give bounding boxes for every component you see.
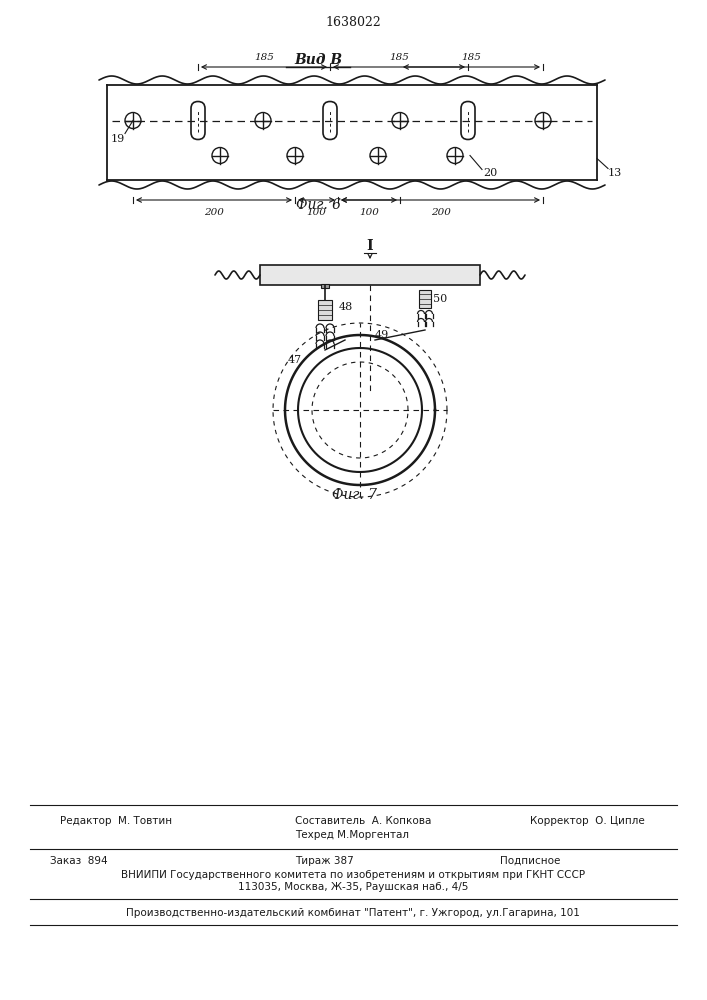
Text: 48: 48 [339,302,354,312]
Text: 185: 185 [389,53,409,62]
Text: 200: 200 [204,208,224,217]
Bar [260,265,480,285]
Bar [318,300,332,320]
Text: 100: 100 [307,208,327,217]
Text: 20: 20 [483,168,497,178]
Text: Фиг. 7: Фиг. 7 [332,488,378,502]
Text: 13: 13 [608,168,622,178]
Bar [419,290,431,308]
Text: 47: 47 [288,355,302,365]
Text: 19: 19 [111,133,125,143]
Text: 185: 185 [462,53,481,62]
Text: 113035, Москва, Ж-35, Раушская наб., 4/5: 113035, Москва, Ж-35, Раушская наб., 4/5 [238,882,468,892]
Text: Редактор  М. Товтин: Редактор М. Товтин [60,816,172,826]
Text: 49: 49 [375,330,390,340]
Text: 50: 50 [433,294,448,304]
Text: 100: 100 [359,208,379,217]
Text: Заказ  894: Заказ 894 [50,856,107,866]
Text: Фиг. 6: Фиг. 6 [296,198,341,212]
Text: I: I [367,239,373,253]
Text: Корректор  О. Ципле: Корректор О. Ципле [530,816,645,826]
Text: 185: 185 [254,53,274,62]
Text: Производственно-издательский комбинат "Патент", г. Ужгород, ул.Гагарина, 101: Производственно-издательский комбинат "П… [126,908,580,918]
Text: ВНИИПИ Государственного комитета по изобретениям и открытиям при ГКНТ СССР: ВНИИПИ Государственного комитета по изоб… [121,870,585,880]
Text: Техред М.Моргентал: Техред М.Моргентал [295,830,409,840]
Text: Подписное: Подписное [500,856,561,866]
Text: Составитель  А. Копкова: Составитель А. Копкова [295,816,431,826]
Text: 200: 200 [431,208,450,217]
Text: Вид В: Вид В [294,53,342,67]
Text: 1638022: 1638022 [325,16,381,29]
Text: Тираж 387: Тираж 387 [295,856,354,866]
Bar [321,284,329,288]
